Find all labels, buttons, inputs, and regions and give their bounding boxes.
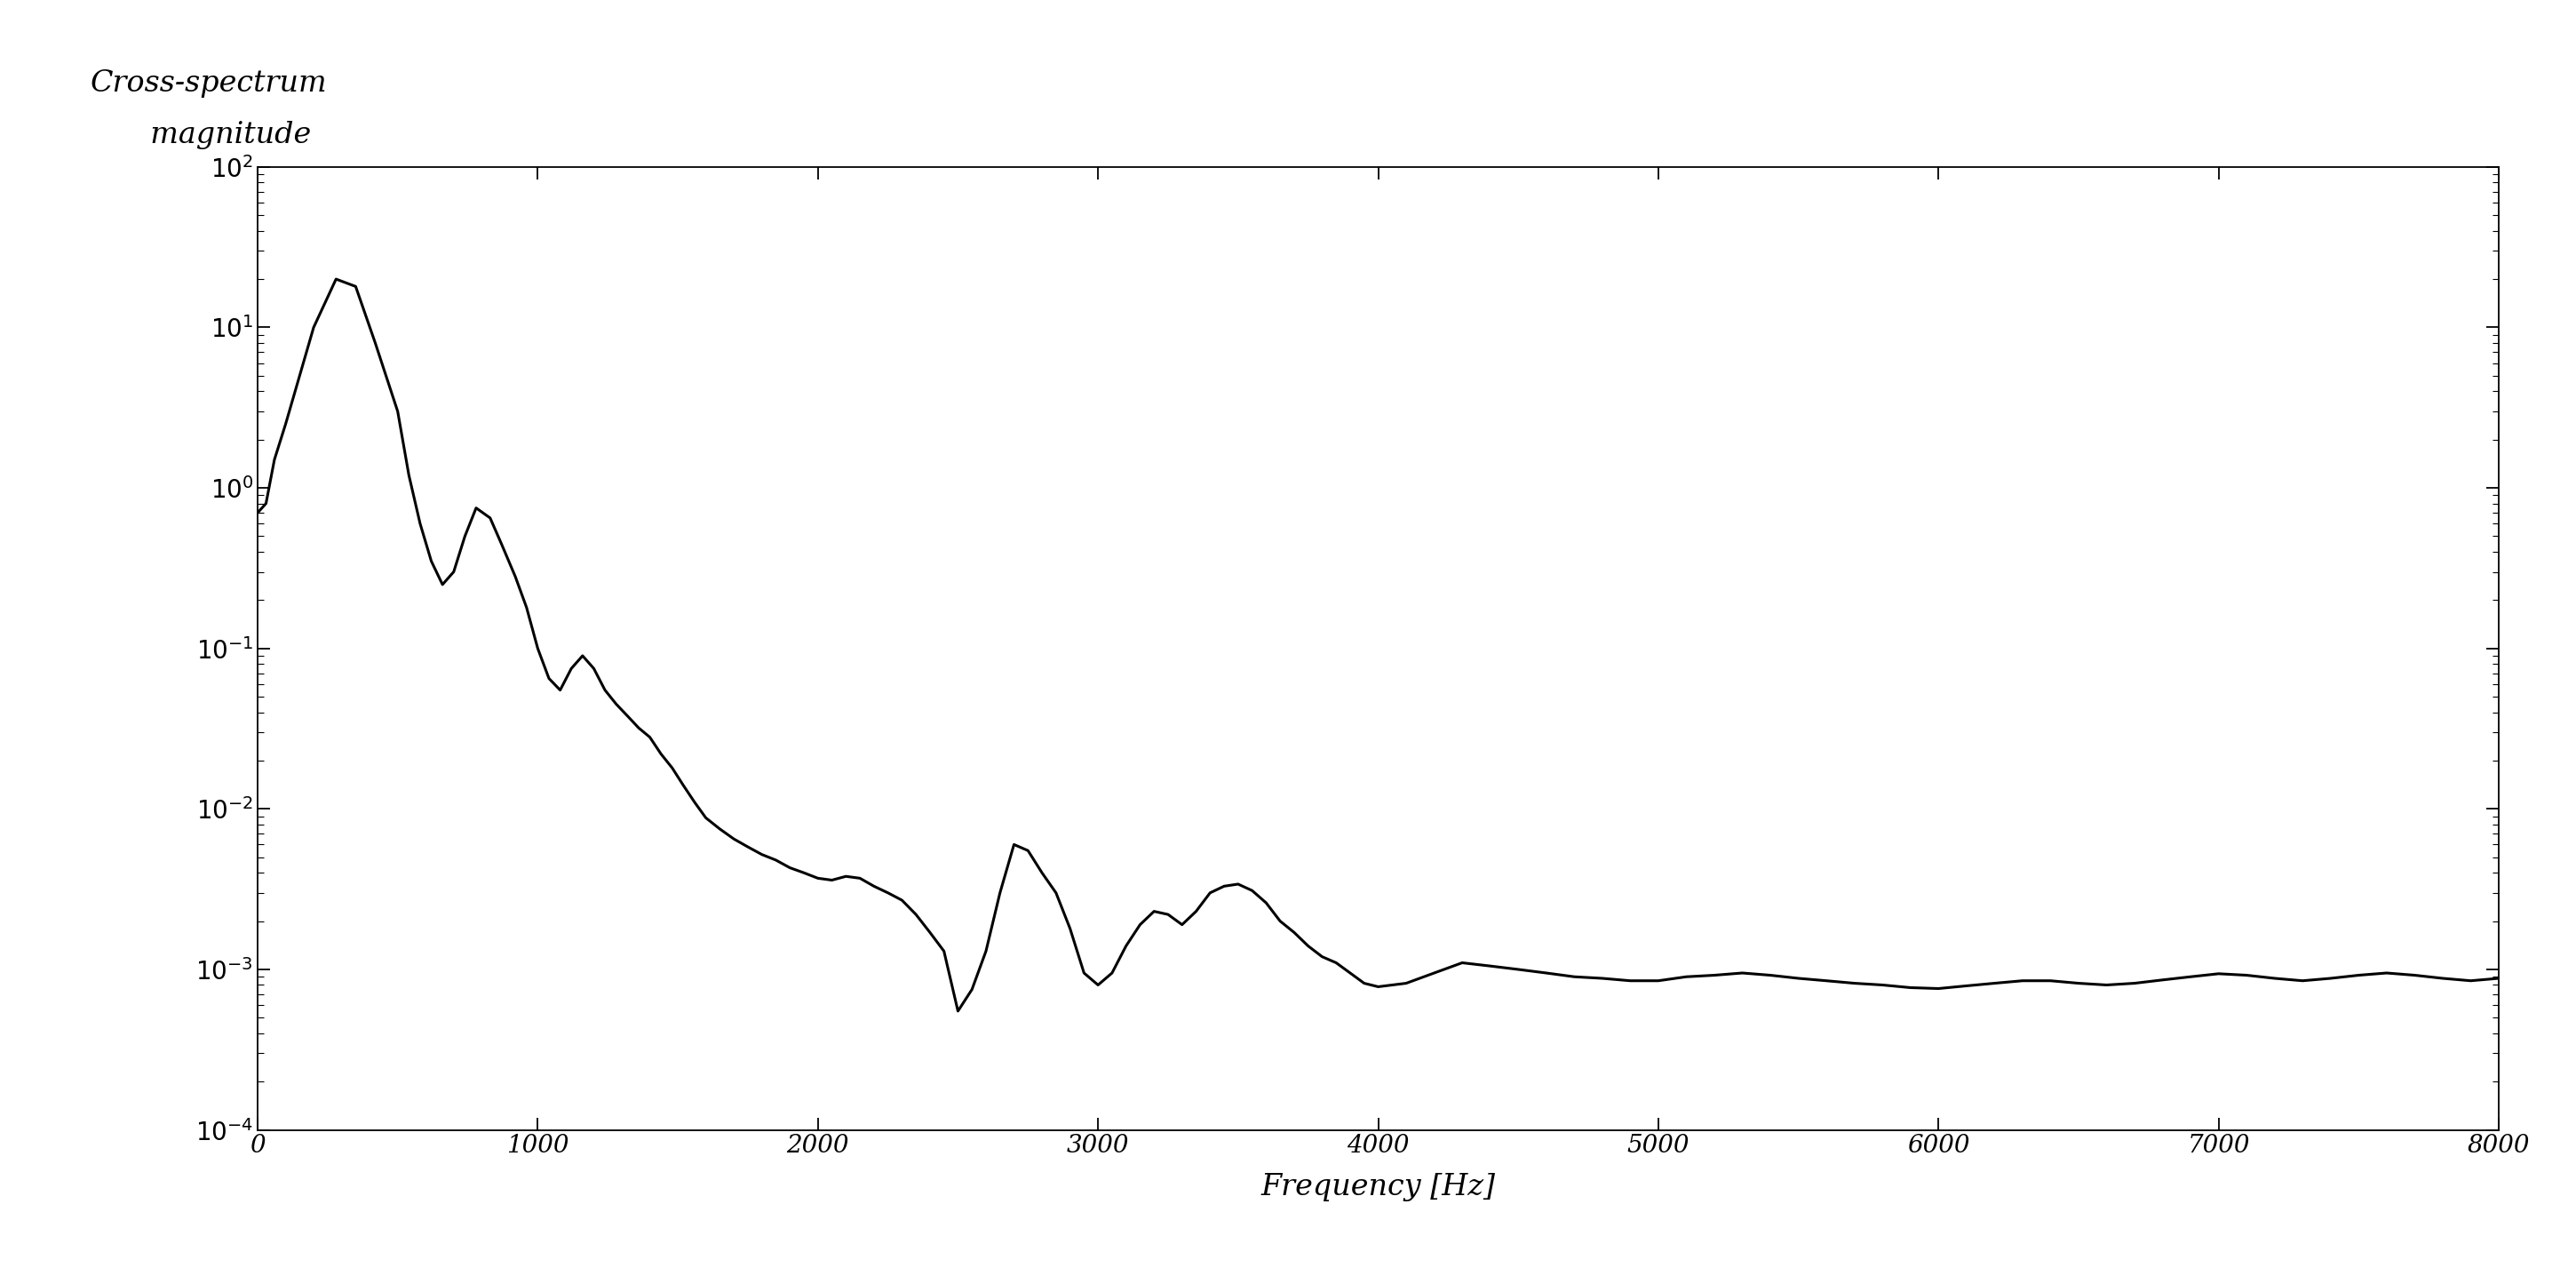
Text: Cross-spectrum: Cross-spectrum xyxy=(90,69,327,98)
Text: magnitude: magnitude xyxy=(131,121,312,149)
X-axis label: Frequency [Hz]: Frequency [Hz] xyxy=(1260,1174,1497,1202)
